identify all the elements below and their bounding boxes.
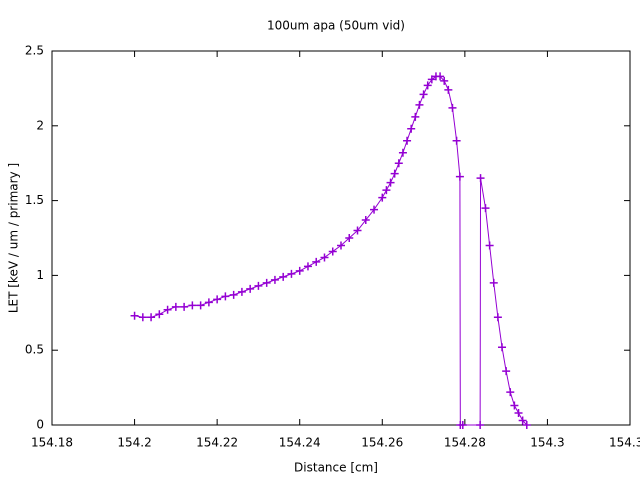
point-marker	[498, 343, 507, 352]
point-marker	[130, 311, 139, 320]
point-marker	[436, 72, 445, 81]
point-marker	[382, 186, 391, 195]
point-marker	[246, 284, 255, 293]
y-tick-label: 0	[36, 418, 44, 432]
point-marker	[196, 301, 205, 310]
point-marker	[394, 159, 403, 168]
point-marker	[204, 298, 213, 307]
point-marker	[287, 269, 296, 278]
x-tick-label: 154.2	[117, 436, 151, 450]
point-marker	[262, 278, 271, 287]
point-marker	[403, 136, 412, 145]
point-marker	[506, 388, 515, 397]
chart-title: 100um apa (50um vid)	[267, 19, 405, 33]
y-tick-label: 2	[36, 118, 44, 132]
point-marker	[386, 178, 395, 187]
point-marker	[415, 100, 424, 109]
point-marker	[171, 302, 180, 311]
point-marker	[452, 136, 461, 145]
x-tick-label: 154.24	[279, 436, 321, 450]
y-tick-label: 1.5	[25, 193, 44, 207]
x-tick-label: 154.28	[444, 436, 486, 450]
x-tick-label: 154.22	[196, 436, 238, 450]
point-marker	[138, 313, 147, 322]
point-marker	[213, 295, 222, 304]
point-marker	[147, 313, 156, 322]
point-marker	[485, 241, 494, 250]
point-marker	[455, 172, 464, 181]
point-marker	[458, 421, 467, 429]
point-marker	[320, 253, 329, 262]
y-axis-label: LET [keV / um / primary ]	[7, 163, 21, 313]
point-marker	[295, 266, 304, 275]
x-tick-label: 154.26	[361, 436, 403, 450]
point-marker	[448, 103, 457, 112]
x-tick-label: 154.3	[530, 436, 564, 450]
point-marker	[370, 205, 379, 214]
point-marker	[398, 148, 407, 157]
point-marker	[312, 257, 321, 266]
point-marker	[361, 216, 370, 225]
point-marker	[407, 124, 416, 133]
point-marker	[345, 234, 354, 242]
point-marker	[411, 112, 420, 121]
point-marker	[481, 204, 490, 213]
y-tick-label: 0.5	[25, 343, 44, 357]
point-marker	[419, 90, 428, 99]
point-marker	[427, 75, 436, 84]
point-marker	[476, 421, 485, 429]
point-marker	[337, 241, 345, 250]
y-tick-label: 2.5	[25, 44, 44, 58]
x-axis-label: Distance [cm]	[294, 461, 378, 475]
point-marker	[390, 169, 399, 178]
point-marker	[279, 272, 288, 281]
point-marker	[489, 278, 498, 287]
point-marker	[444, 85, 453, 94]
point-marker	[510, 401, 519, 410]
point-marker	[237, 287, 246, 296]
point-marker	[180, 302, 189, 311]
point-marker	[254, 281, 263, 290]
point-marker	[522, 421, 531, 429]
point-marker	[514, 409, 523, 418]
point-marker	[188, 301, 197, 310]
point-marker	[303, 262, 312, 271]
point-marker	[221, 292, 230, 301]
point-marker	[155, 310, 164, 319]
point-marker	[328, 247, 337, 256]
point-marker	[502, 367, 511, 376]
point-marker	[440, 76, 449, 85]
x-tick-label: 154.18	[31, 436, 73, 450]
point-marker	[163, 305, 172, 314]
point-marker	[518, 416, 527, 425]
point-marker	[270, 275, 279, 284]
point-marker	[229, 290, 238, 299]
x-tick-label: 154.32	[609, 436, 640, 450]
point-marker	[493, 313, 502, 322]
point-marker	[353, 226, 362, 235]
plot-frame	[51, 50, 631, 426]
y-tick-label: 1	[36, 268, 44, 282]
point-marker	[476, 174, 485, 183]
point-marker	[423, 81, 432, 90]
point-marker	[378, 193, 387, 202]
